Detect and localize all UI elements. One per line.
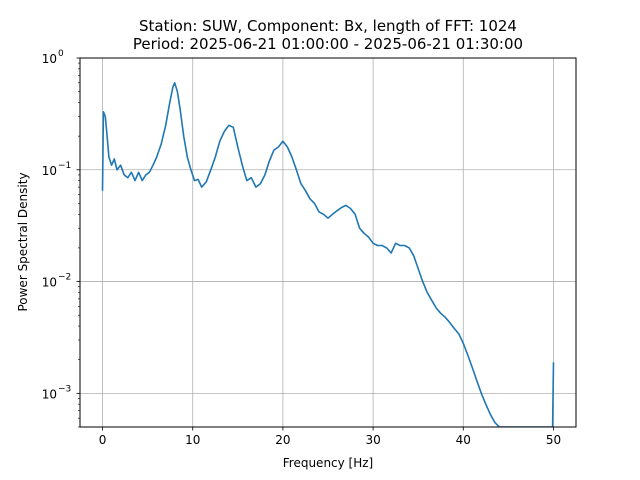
x-tick-label: 20 — [275, 433, 290, 447]
chart-title-line2: Period: 2025-06-21 01:00:00 - 2025-06-21… — [133, 35, 523, 53]
plot-area — [101, 82, 555, 427]
y-tick-label-exponent: −3 — [58, 384, 71, 394]
series-line-0 — [101, 82, 555, 427]
x-tick-label: 0 — [99, 433, 107, 447]
x-tick-label: 40 — [456, 433, 471, 447]
axes-frame — [79, 57, 577, 428]
x-axis-label: Frequency [Hz] — [283, 456, 374, 470]
chart-title-line1: Station: SUW, Component: Bx, length of F… — [139, 17, 517, 35]
x-tick-label: 30 — [365, 433, 380, 447]
y-tick-label-exponent: −1 — [58, 161, 71, 171]
y-tick-label-exponent: 0 — [58, 49, 64, 59]
x-tick-label: 10 — [185, 433, 200, 447]
y-tick-label-base: 10 — [42, 387, 57, 401]
x-axis: 0 10 20 30 40 50 — [99, 427, 561, 447]
x-tick-label: 50 — [546, 433, 561, 447]
y-tick-label-base: 10 — [42, 52, 57, 66]
y-tick-label-exponent: −2 — [58, 273, 71, 283]
y-tick-label-base: 10 — [42, 276, 57, 290]
y-tick-label-base: 10 — [42, 164, 57, 178]
y-axis-label: Power Spectral Density — [16, 172, 30, 311]
